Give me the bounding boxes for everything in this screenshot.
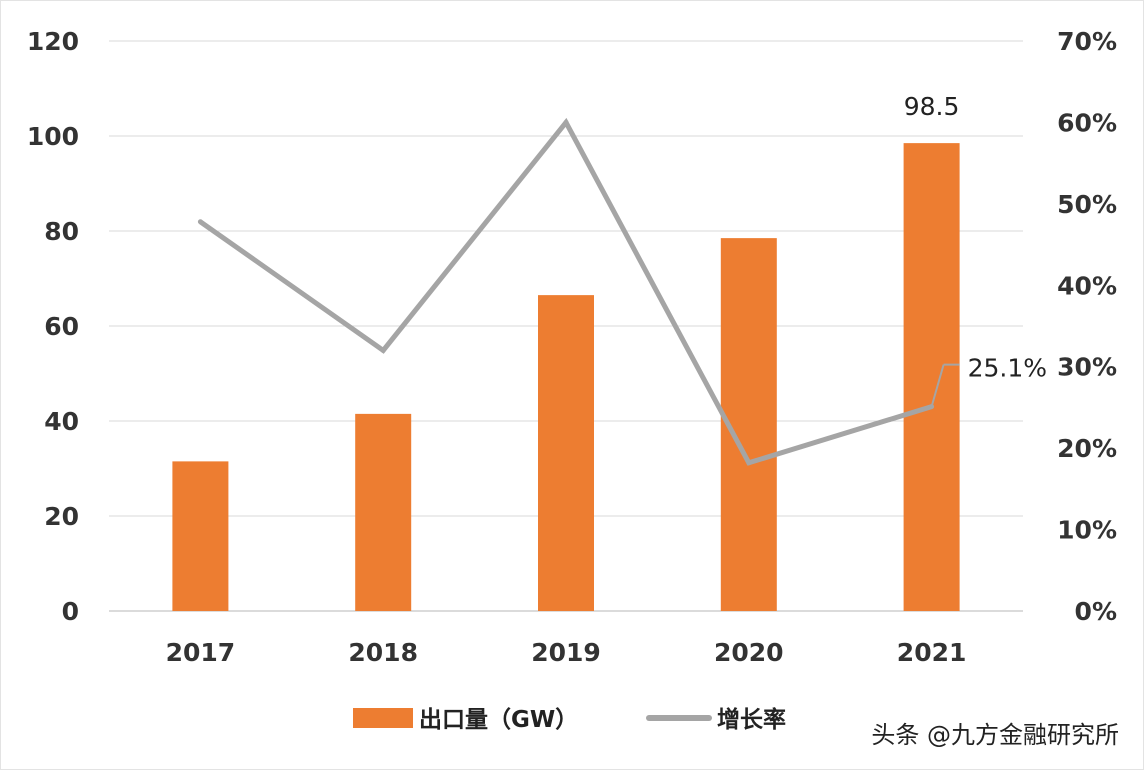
x-axis-tick-label: 2021 bbox=[897, 638, 967, 667]
bar-2017 bbox=[172, 461, 229, 611]
line-point-2018 bbox=[380, 347, 386, 353]
bar-data-label-2021: 98.5 bbox=[904, 92, 960, 121]
left-axis-tick-label: 80 bbox=[44, 217, 79, 246]
line-point-2020 bbox=[746, 460, 752, 466]
right-axis-tick-label: 30% bbox=[1057, 353, 1117, 382]
right-axis-tick-label: 40% bbox=[1057, 271, 1117, 300]
legend-bar-label: 出口量（GW） bbox=[419, 706, 578, 733]
legend-bar-swatch bbox=[353, 708, 413, 728]
right-axis-tick-label: 0% bbox=[1075, 597, 1117, 626]
watermark-text: 头条 @九方金融研究所 bbox=[871, 721, 1119, 749]
left-axis-tick-label: 100 bbox=[27, 122, 79, 151]
right-axis-tick-label: 20% bbox=[1057, 434, 1117, 463]
bar-2019 bbox=[538, 295, 594, 611]
line-series bbox=[197, 117, 935, 466]
right-axis-tick-label: 60% bbox=[1057, 108, 1117, 137]
right-axis-ticks: 0% 10% 20% 30% 40% 50% 60% 70% bbox=[1057, 27, 1117, 626]
bar-series bbox=[172, 143, 960, 611]
left-axis-tick-label: 120 bbox=[27, 27, 79, 56]
legend-line-label: 增长率 bbox=[717, 706, 786, 733]
bar-2021 bbox=[903, 143, 960, 611]
line-data-label-2021: 25.1% bbox=[968, 354, 1047, 383]
left-axis-ticks: 0 20 40 60 80 100 120 bbox=[27, 27, 79, 626]
line-point-2017 bbox=[197, 219, 203, 225]
left-axis-tick-label: 20 bbox=[44, 502, 79, 531]
line-point-2019 bbox=[563, 119, 569, 125]
line-label-leader bbox=[930, 364, 945, 407]
x-axis-ticks: 2017 2018 2019 2020 2021 bbox=[166, 638, 967, 667]
gridlines bbox=[109, 40, 1023, 612]
x-axis-tick-label: 2020 bbox=[714, 638, 784, 667]
data-labels: 98.5 25.1% bbox=[904, 92, 1047, 407]
legend: 出口量（GW） 增长率 bbox=[353, 706, 786, 733]
left-axis-tick-label: 60 bbox=[44, 312, 79, 341]
left-axis-tick-label: 0 bbox=[62, 597, 79, 626]
x-axis-tick-label: 2017 bbox=[166, 638, 236, 667]
x-axis-tick-label: 2018 bbox=[348, 638, 418, 667]
bar-2018 bbox=[355, 413, 412, 611]
right-axis-tick-label: 50% bbox=[1057, 190, 1117, 219]
right-axis-tick-label: 10% bbox=[1057, 516, 1117, 545]
left-axis-tick-label: 40 bbox=[44, 407, 79, 436]
right-axis-tick-label: 70% bbox=[1057, 27, 1117, 56]
x-axis-tick-label: 2019 bbox=[531, 638, 601, 667]
